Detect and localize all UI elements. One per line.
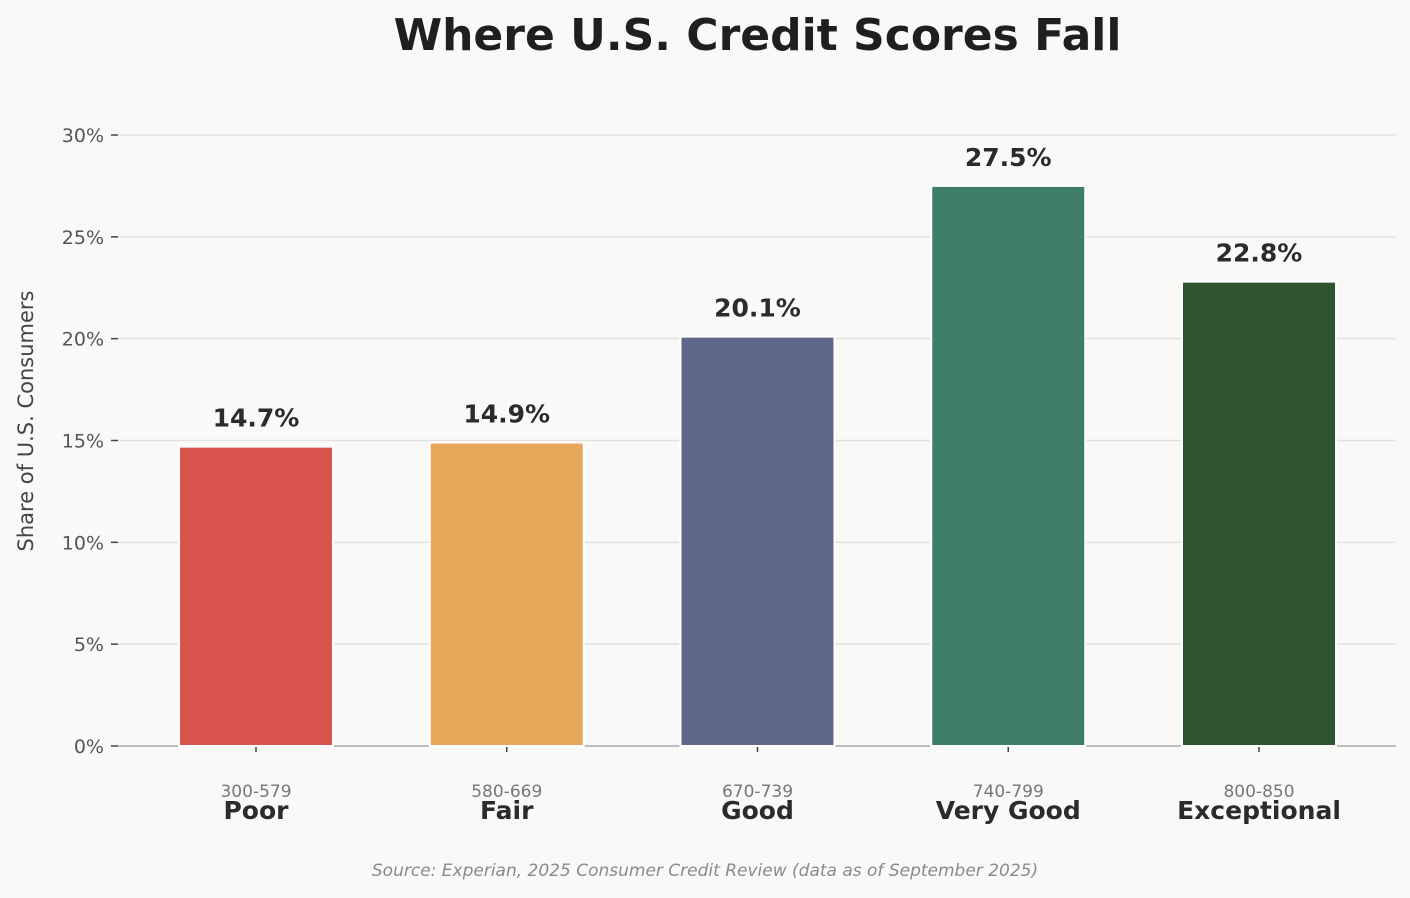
bar-fair xyxy=(428,441,585,747)
category-label: Very Good xyxy=(936,796,1081,825)
source-note: Source: Experian, 2025 Consumer Credit R… xyxy=(371,861,1039,881)
y-tick-label: 20% xyxy=(62,329,104,351)
y-tick-label: 30% xyxy=(62,125,104,147)
score-range-label: 800-850 xyxy=(1223,782,1294,802)
value-label: 22.8% xyxy=(1216,239,1303,268)
value-label: 27.5% xyxy=(965,143,1052,172)
value-label: 14.7% xyxy=(213,404,300,433)
score-range-label: 740-799 xyxy=(973,782,1044,802)
category-label: Good xyxy=(721,796,794,825)
value-label: 14.9% xyxy=(463,400,550,429)
bars xyxy=(178,184,1337,747)
bar-poor xyxy=(178,445,334,747)
y-tick-label: 5% xyxy=(74,634,104,656)
category-label: Exceptional xyxy=(1177,796,1341,825)
bar-good xyxy=(679,335,836,747)
score-range-label: 670-739 xyxy=(722,782,793,802)
y-tick-label: 15% xyxy=(62,431,104,453)
score-range-label: 300-579 xyxy=(220,782,291,802)
y-tick-label: 0% xyxy=(74,736,104,758)
chart-title: Where U.S. Credit Scores Fall xyxy=(393,10,1122,61)
category-label: Fair xyxy=(480,796,534,825)
bar-very-good xyxy=(930,184,1087,747)
score-range-label: 580-669 xyxy=(471,782,542,802)
y-tick-label: 25% xyxy=(62,227,104,249)
y-tick-label: 10% xyxy=(62,532,104,554)
bar-exceptional xyxy=(1181,280,1337,747)
category-label: Poor xyxy=(223,796,289,825)
value-label: 20.1% xyxy=(714,294,801,323)
